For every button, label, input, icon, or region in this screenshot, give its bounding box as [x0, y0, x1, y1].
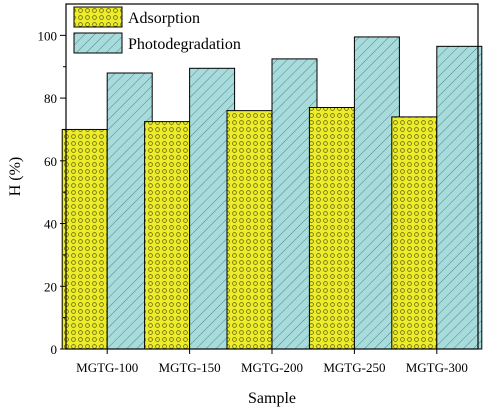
x-tick-label: MGTG-300 [406, 360, 468, 375]
bar-adsorption-mgtg-300 [391, 116, 438, 350]
x-tick-label: MGTG-250 [323, 360, 385, 375]
bar-photodegradation-mgtg-300 [436, 45, 483, 350]
x-tick-label: MGTG-100 [76, 360, 138, 375]
legend-swatch-photodegradation [73, 32, 123, 54]
bar-adsorption-mgtg-150 [144, 121, 191, 350]
legend-label-photodegradation: Photodegradation [128, 36, 241, 53]
x-axis-label: Sample [248, 390, 296, 407]
bars-group [61, 36, 483, 350]
y-tick-label: 60 [44, 154, 57, 169]
bar-adsorption-mgtg-250 [308, 107, 355, 350]
plot-frame [65, 3, 479, 350]
y-tick-label: 40 [44, 217, 57, 232]
legend-label-adsorption: Adsorption [128, 10, 200, 27]
y-tick-label: 100 [38, 28, 58, 43]
bar-adsorption-mgtg-100 [61, 128, 108, 350]
y-axis-label: H (%) [7, 157, 24, 197]
y-tick-label: 20 [44, 279, 57, 294]
bar-adsorption-mgtg-200 [226, 110, 273, 350]
y-tick-label: 80 [44, 91, 57, 106]
x-tick-label: MGTG-200 [241, 360, 303, 375]
legend-swatch-adsorption [73, 6, 123, 28]
y-tick-label: 0 [51, 342, 58, 357]
legend: Adsorption Photodegradation [73, 6, 241, 54]
x-tick-label: MGTG-150 [159, 360, 221, 375]
ticks-group: MGTG-100 MGTG-150 MGTG-200 MGTG-250 MGTG-300… [38, 28, 468, 375]
